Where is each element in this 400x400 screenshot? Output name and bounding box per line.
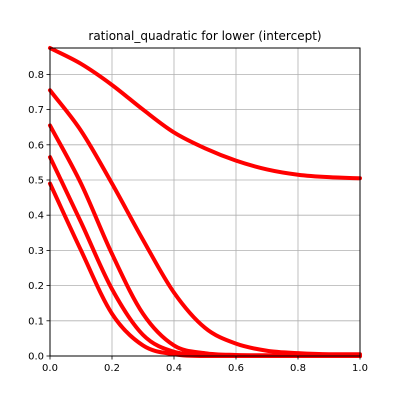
y-tick-label: 0.2 bbox=[28, 281, 44, 292]
series-line-1 bbox=[48, 46, 362, 181]
x-tick-label: 0.0 bbox=[42, 363, 58, 374]
series-lines bbox=[48, 46, 362, 358]
x-tick-label: 0.8 bbox=[290, 363, 306, 374]
y-tick-label: 0.3 bbox=[28, 246, 44, 257]
y-tick-label: 0.5 bbox=[28, 176, 44, 187]
x-tick-label: 0.4 bbox=[166, 363, 182, 374]
series-line-2 bbox=[48, 88, 362, 357]
y-tick-label: 0.4 bbox=[28, 211, 44, 222]
x-tick-label: 0.2 bbox=[104, 363, 120, 374]
x-tick-label: 0.6 bbox=[228, 363, 244, 374]
y-tick-label: 0.0 bbox=[28, 352, 44, 363]
plot-frame bbox=[49, 47, 361, 357]
y-tick-label: 0.6 bbox=[28, 140, 44, 151]
y-tick-label: 0.8 bbox=[28, 70, 44, 81]
x-tick-label: 1.0 bbox=[352, 363, 368, 374]
grid-lines bbox=[49, 48, 361, 357]
axis-ticks: 0.0 0.2 0.4 0.6 0.8 1.0 0.0 0.1 0.2 0.3 0.4 0.5 0.6 0… bbox=[28, 70, 368, 374]
chart-title: rational_quadratic for lower (intercept) bbox=[88, 29, 321, 43]
y-tick-label: 0.7 bbox=[28, 105, 44, 116]
y-tick-label: 0.1 bbox=[28, 316, 44, 327]
